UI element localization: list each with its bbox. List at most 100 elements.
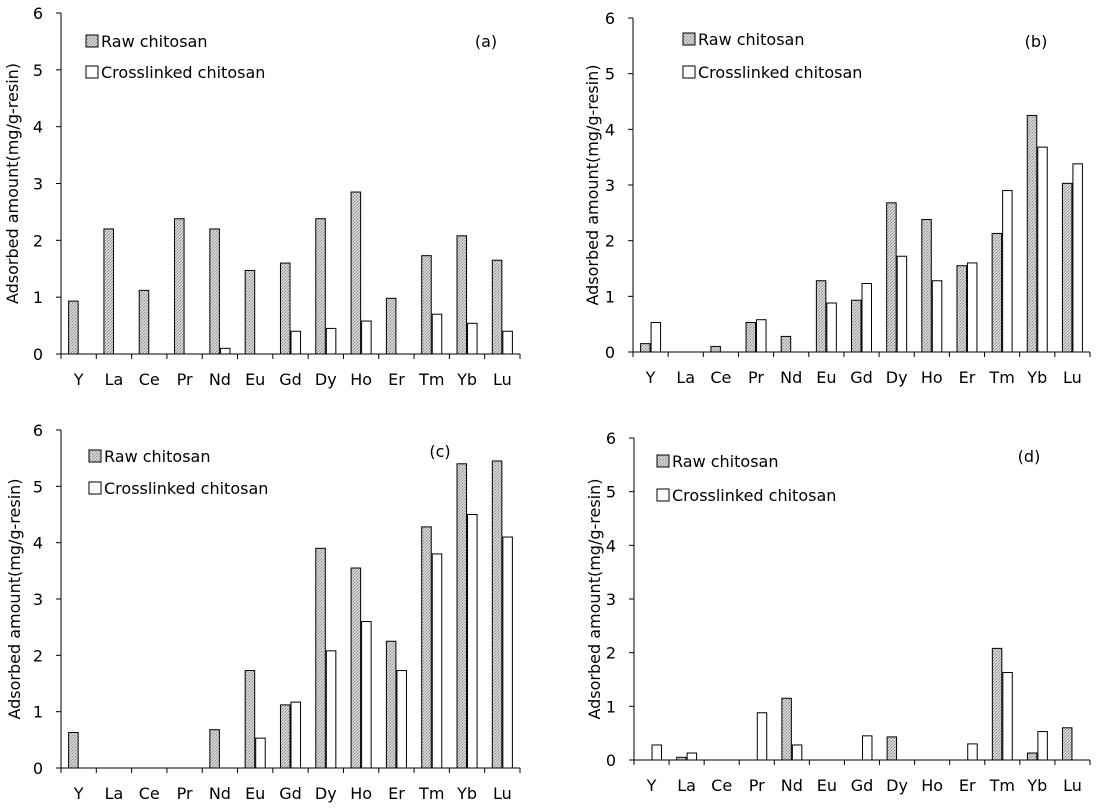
panel-tag: (c) bbox=[429, 442, 450, 461]
bar-raw-chitosan bbox=[886, 736, 898, 761]
bar-raw-chitosan bbox=[780, 335, 792, 353]
bar-raw-chitosan bbox=[421, 526, 432, 769]
bar-raw-chitosan bbox=[68, 732, 79, 769]
legend-swatch-raw bbox=[88, 449, 102, 463]
bar-crosslinked-chitosan bbox=[826, 302, 837, 353]
bar-crosslinked-chitosan bbox=[431, 313, 443, 355]
bar-raw-chitosan bbox=[640, 343, 651, 353]
x-tick-label: Pr bbox=[177, 784, 193, 803]
y-axis-label: Adsorbed amount(mg/g-resin) bbox=[5, 478, 24, 719]
x-tick-label: La bbox=[105, 370, 124, 389]
y-tick-label: 5 bbox=[33, 61, 43, 80]
bar-raw-chitosan bbox=[851, 299, 862, 353]
x-tick-label: Eu bbox=[245, 784, 265, 803]
bar-raw-chitosan bbox=[279, 262, 291, 355]
bar-raw-chitosan bbox=[491, 259, 503, 355]
x-tick-label: Nd bbox=[781, 776, 803, 795]
y-tick-label: 2 bbox=[33, 231, 43, 250]
bar-crosslinked-chitosan bbox=[290, 701, 302, 769]
legend-label-crosslinked: Crosslinked chitosan bbox=[698, 63, 862, 82]
bar-crosslinked-chitosan bbox=[502, 330, 513, 355]
bar-crosslinked-chitosan bbox=[1002, 672, 1013, 761]
x-tick-label: Lu bbox=[1063, 776, 1082, 795]
bar-crosslinked-chitosan bbox=[467, 514, 478, 769]
y-tick-label: 3 bbox=[33, 590, 43, 609]
y-tick-label: 1 bbox=[605, 287, 615, 306]
y-tick-label: 5 bbox=[33, 477, 43, 496]
y-tick-label: 0 bbox=[33, 345, 43, 364]
x-tick-label: Ce bbox=[139, 370, 160, 389]
panel-tag: (a) bbox=[475, 32, 497, 51]
x-tick-label: Tm bbox=[418, 370, 444, 389]
bar-crosslinked-chitosan bbox=[290, 330, 302, 355]
bar-crosslinked-chitosan bbox=[756, 712, 768, 761]
bar-raw-chitosan bbox=[279, 704, 291, 769]
bar-crosslinked-chitosan bbox=[502, 536, 513, 769]
y-axis-label: Adsorbed amount(mg/g-resin) bbox=[3, 63, 22, 304]
x-tick-label: Lu bbox=[493, 784, 512, 803]
bar-raw-chitosan bbox=[456, 235, 468, 355]
bar-raw-chitosan bbox=[68, 300, 79, 355]
legend-swatch-crosslinked bbox=[88, 481, 102, 495]
bar-crosslinked-chitosan bbox=[467, 322, 478, 355]
y-tick-label: 6 bbox=[33, 4, 43, 23]
bar-raw-chitosan bbox=[956, 265, 967, 353]
x-tick-label: Tm bbox=[988, 368, 1014, 387]
y-tick-label: 0 bbox=[605, 343, 615, 362]
x-tick-label: Yb bbox=[1026, 368, 1047, 387]
legend-label-crosslinked: Crosslinked chitosan bbox=[101, 63, 265, 82]
bar-raw-chitosan bbox=[209, 729, 220, 769]
bar-crosslinked-chitosan bbox=[861, 283, 872, 353]
bar-crosslinked-chitosan bbox=[791, 744, 803, 761]
legend-swatch-raw bbox=[85, 34, 99, 48]
y-tick-label: 0 bbox=[606, 751, 616, 770]
x-tick-label: Yb bbox=[456, 784, 477, 803]
bar-raw-chitosan bbox=[385, 297, 397, 355]
bar-raw-chitosan bbox=[991, 647, 1003, 761]
x-tick-label: Ho bbox=[350, 784, 372, 803]
bar-raw-chitosan bbox=[350, 191, 362, 355]
x-tick-label: Yb bbox=[456, 370, 477, 389]
y-tick-label: 4 bbox=[606, 536, 616, 555]
x-tick-label: Nd bbox=[209, 784, 231, 803]
x-tick-label: Ho bbox=[921, 776, 943, 795]
x-tick-label: Er bbox=[388, 784, 405, 803]
x-tick-label: Dy bbox=[886, 368, 908, 387]
bar-crosslinked-chitosan bbox=[325, 327, 337, 355]
y-tick-label: 3 bbox=[605, 176, 615, 195]
x-tick-label: Ce bbox=[139, 784, 160, 803]
legend-label-crosslinked: Crosslinked chitosan bbox=[104, 479, 268, 498]
bar-raw-chitosan bbox=[1061, 182, 1073, 353]
x-tick-label: Dy bbox=[315, 784, 337, 803]
y-tick-label: 2 bbox=[605, 232, 615, 251]
x-tick-label: Gd bbox=[279, 370, 302, 389]
bar-crosslinked-chitosan bbox=[361, 621, 372, 769]
bar-crosslinked-chitosan bbox=[255, 737, 266, 769]
bar-raw-chitosan bbox=[174, 218, 185, 355]
x-tick-label: Nd bbox=[780, 368, 802, 387]
bar-crosslinked-chitosan bbox=[1002, 190, 1013, 353]
x-tick-label: Lu bbox=[493, 370, 512, 389]
bar-crosslinked-chitosan bbox=[862, 735, 873, 761]
x-tick-label: Nd bbox=[209, 370, 231, 389]
legend-swatch-crosslinked bbox=[682, 65, 696, 79]
bar-raw-chitosan bbox=[244, 670, 256, 769]
bar-raw-chitosan bbox=[456, 463, 468, 769]
x-tick-label: La bbox=[105, 784, 124, 803]
x-tick-label: Eu bbox=[816, 368, 836, 387]
x-tick-label: Dy bbox=[886, 776, 908, 795]
y-tick-label: 5 bbox=[605, 65, 615, 84]
x-tick-label: Tm bbox=[989, 776, 1015, 795]
y-tick-label: 4 bbox=[605, 120, 615, 139]
x-tick-label: La bbox=[677, 776, 696, 795]
panel-tag: (b) bbox=[1025, 32, 1048, 51]
x-tick-label: Er bbox=[959, 776, 976, 795]
x-tick-label: Gd bbox=[279, 784, 302, 803]
panel-tag: (d) bbox=[1018, 447, 1041, 466]
y-tick-label: 1 bbox=[33, 703, 43, 722]
x-tick-label: Tm bbox=[418, 784, 444, 803]
x-tick-label: Pr bbox=[749, 776, 765, 795]
panel-b: 0 1 2 3 4 5 6 Y La Ce Pr Nd Eu Gd Dy Ho Er Tm Yb Lu Adsorbed… bbox=[583, 9, 1091, 387]
